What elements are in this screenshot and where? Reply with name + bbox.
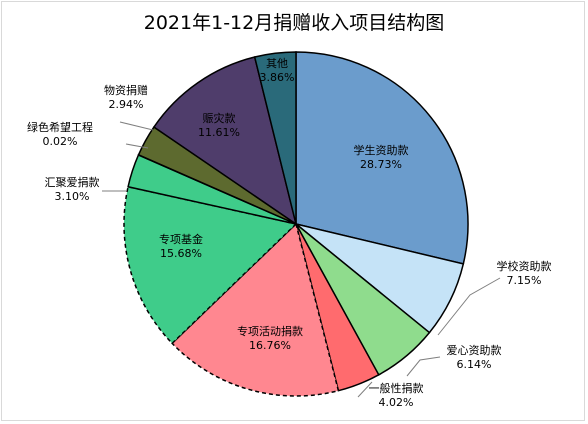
leader-line [125, 143, 149, 149]
slice-label: 学校资助款 [497, 259, 552, 273]
slice-value-label: 15.68% [160, 247, 202, 260]
pie-slice [253, 51, 297, 225]
leader-line [406, 356, 441, 377]
leader-line [119, 121, 154, 131]
slice-label: 学生资助款 [354, 143, 409, 157]
pie-slice [123, 185, 298, 345]
chart-title: 2021年1-12月捐赠收入项目结构图 [143, 12, 445, 34]
slice-value-label: 7.15% [507, 274, 542, 287]
slice-value-label: 3.86% [260, 71, 295, 84]
slice-value-label: 2.94% [109, 98, 144, 111]
slice-label: 绿色希望工程 [27, 120, 93, 134]
leader-line [437, 277, 501, 336]
leader-lines [102, 121, 501, 398]
slice-value-label: 16.76% [249, 339, 291, 352]
slice-value-label: 3.10% [55, 190, 90, 203]
slice-label: 其他 [266, 57, 288, 70]
slice-label: 专项活动捐款 [237, 324, 303, 338]
pie-slice [152, 56, 298, 226]
slice-value-label: 4.02% [379, 396, 414, 409]
pie-slices [123, 51, 469, 397]
slice-label: 赈灾款 [203, 111, 236, 125]
slice-label: 专项基金 [159, 232, 203, 246]
slice-label: 一般性捐款 [369, 381, 424, 395]
slice-label: 爱心资助款 [447, 343, 502, 357]
slice-label: 物资捐赠 [104, 83, 148, 97]
slice-label: 汇聚爱捐款 [45, 175, 100, 189]
slice-value-label: 28.73% [360, 158, 402, 171]
slice-value-label: 0.02% [43, 135, 78, 148]
leader-line [357, 381, 373, 398]
pie-slice [295, 51, 469, 265]
slice-value-label: 11.61% [198, 126, 240, 139]
slice-value-label: 6.14% [457, 358, 492, 371]
pie-slice [171, 222, 340, 397]
